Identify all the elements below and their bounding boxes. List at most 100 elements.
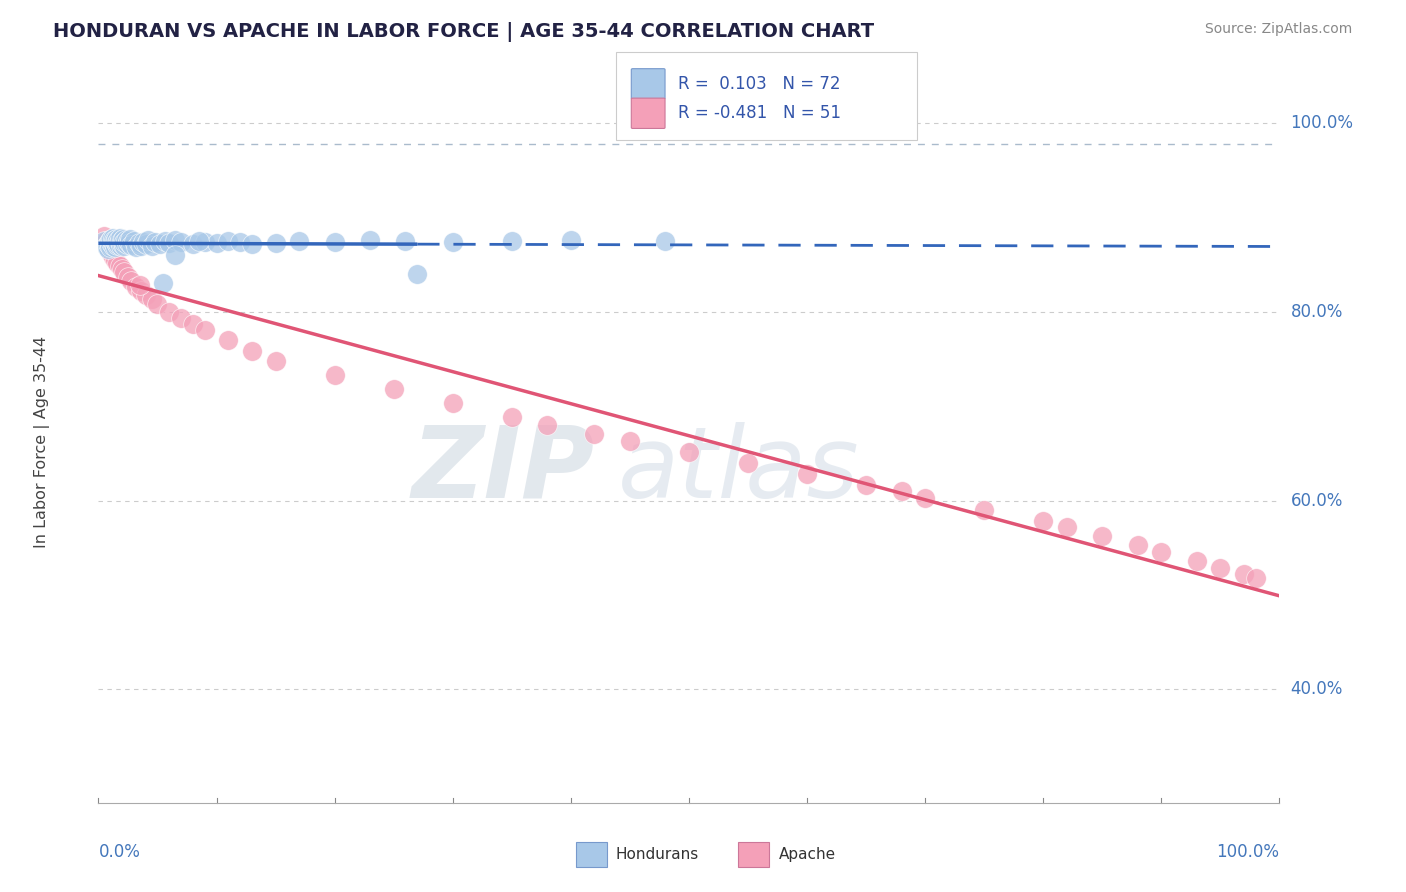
Text: 60.0%: 60.0% bbox=[1291, 491, 1343, 509]
Text: 100.0%: 100.0% bbox=[1216, 843, 1279, 861]
Point bbox=[1091, 529, 1114, 543]
Point bbox=[1244, 571, 1267, 585]
Point bbox=[441, 396, 464, 410]
Point bbox=[141, 238, 163, 252]
Point bbox=[288, 234, 311, 248]
Point bbox=[117, 269, 139, 284]
Text: R = -0.481   N = 51: R = -0.481 N = 51 bbox=[678, 104, 841, 122]
Point bbox=[105, 235, 128, 249]
Point bbox=[135, 287, 157, 301]
Point bbox=[165, 248, 187, 262]
Point bbox=[101, 238, 124, 252]
Point bbox=[194, 235, 217, 249]
Point bbox=[132, 235, 155, 249]
Point bbox=[890, 484, 912, 499]
Text: 0.0%: 0.0% bbox=[98, 843, 141, 861]
Point bbox=[111, 262, 134, 277]
Point bbox=[104, 252, 127, 267]
Point bbox=[98, 235, 121, 249]
Point bbox=[973, 503, 995, 517]
Point bbox=[194, 323, 217, 337]
Point bbox=[1032, 514, 1054, 528]
Point bbox=[97, 243, 120, 257]
Point bbox=[135, 236, 157, 251]
Point bbox=[359, 233, 381, 247]
Text: Hondurans: Hondurans bbox=[616, 847, 699, 862]
Point bbox=[143, 235, 166, 249]
Point bbox=[654, 234, 676, 248]
Point bbox=[111, 236, 134, 251]
Text: Source: ZipAtlas.com: Source: ZipAtlas.com bbox=[1205, 22, 1353, 37]
Point bbox=[98, 243, 121, 257]
Point bbox=[101, 235, 124, 249]
Point bbox=[229, 235, 252, 249]
Text: ZIP: ZIP bbox=[412, 422, 595, 519]
Point bbox=[170, 311, 193, 326]
Point bbox=[205, 235, 228, 250]
Point bbox=[146, 297, 169, 311]
Point bbox=[501, 410, 523, 425]
Point bbox=[105, 237, 128, 252]
Point bbox=[120, 232, 142, 246]
Point bbox=[93, 234, 115, 248]
Point bbox=[98, 237, 121, 252]
Point bbox=[323, 368, 346, 382]
Point bbox=[104, 239, 127, 253]
Point bbox=[112, 232, 135, 246]
Point bbox=[111, 233, 134, 247]
Point bbox=[100, 246, 122, 260]
Point bbox=[97, 238, 120, 252]
Point bbox=[101, 250, 124, 264]
Point bbox=[129, 238, 152, 252]
Point bbox=[100, 232, 122, 246]
Point bbox=[129, 284, 152, 298]
Point bbox=[1233, 567, 1256, 582]
Point bbox=[122, 234, 145, 248]
Point bbox=[125, 239, 148, 253]
Point bbox=[103, 236, 125, 251]
Point bbox=[560, 233, 582, 247]
Point bbox=[117, 234, 139, 248]
Point bbox=[105, 255, 128, 269]
Point bbox=[157, 235, 180, 250]
Point bbox=[1150, 544, 1173, 558]
Point bbox=[103, 233, 125, 247]
Point bbox=[108, 235, 131, 249]
Text: R =  0.103   N = 72: R = 0.103 N = 72 bbox=[678, 75, 841, 93]
Point bbox=[98, 240, 121, 254]
Point bbox=[240, 344, 263, 359]
Point bbox=[101, 231, 124, 245]
Point bbox=[125, 280, 148, 294]
Point bbox=[97, 236, 120, 251]
Point bbox=[107, 236, 129, 251]
Point bbox=[94, 234, 117, 248]
Point bbox=[394, 234, 416, 248]
Point bbox=[1056, 520, 1078, 534]
Point bbox=[737, 456, 759, 470]
Text: 80.0%: 80.0% bbox=[1291, 302, 1343, 321]
Point bbox=[217, 234, 239, 248]
Point bbox=[1126, 538, 1149, 552]
Point bbox=[441, 235, 464, 249]
Point bbox=[104, 234, 127, 248]
Text: 40.0%: 40.0% bbox=[1291, 681, 1343, 698]
Point bbox=[153, 234, 176, 248]
Point bbox=[110, 238, 132, 252]
Point bbox=[128, 235, 150, 250]
Point bbox=[406, 267, 429, 281]
Point bbox=[98, 233, 121, 247]
Point bbox=[108, 260, 131, 274]
Point bbox=[128, 278, 150, 293]
Point bbox=[323, 235, 346, 249]
Point bbox=[112, 238, 135, 252]
Point bbox=[619, 434, 641, 448]
Text: 100.0%: 100.0% bbox=[1291, 114, 1354, 132]
Point bbox=[152, 277, 174, 291]
Point bbox=[536, 417, 558, 432]
Point bbox=[114, 233, 136, 247]
Point bbox=[115, 236, 138, 251]
Point bbox=[136, 233, 159, 247]
Point bbox=[181, 236, 204, 251]
Point bbox=[105, 232, 128, 246]
Point bbox=[121, 237, 143, 252]
